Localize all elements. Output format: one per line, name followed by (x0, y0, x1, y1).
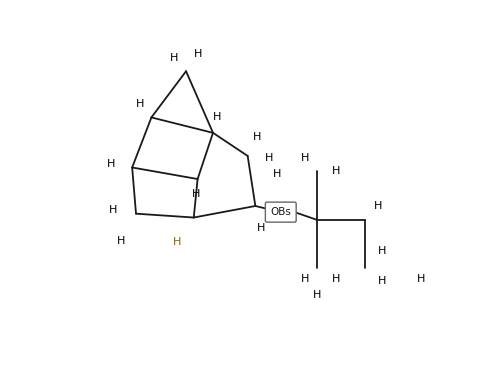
Text: OBs: OBs (270, 207, 291, 217)
Text: H: H (109, 205, 117, 215)
FancyBboxPatch shape (265, 202, 296, 222)
Text: H: H (193, 48, 202, 59)
Text: H: H (136, 99, 144, 109)
Text: H: H (301, 153, 310, 163)
Text: H: H (257, 223, 266, 232)
Text: H: H (173, 237, 181, 247)
Text: H: H (301, 274, 310, 284)
Text: H: H (313, 290, 321, 300)
Text: H: H (378, 246, 387, 256)
Text: H: H (170, 53, 178, 63)
Text: H: H (106, 159, 115, 169)
Text: H: H (253, 132, 261, 142)
Text: H: H (212, 113, 221, 123)
Text: H: H (374, 201, 383, 211)
Text: H: H (332, 166, 340, 176)
Text: H: H (332, 274, 340, 284)
Text: H: H (116, 236, 125, 246)
Text: H: H (192, 189, 200, 199)
Text: H: H (265, 153, 274, 163)
Text: H: H (378, 276, 387, 286)
Text: H: H (273, 169, 281, 179)
Text: H: H (417, 274, 425, 284)
